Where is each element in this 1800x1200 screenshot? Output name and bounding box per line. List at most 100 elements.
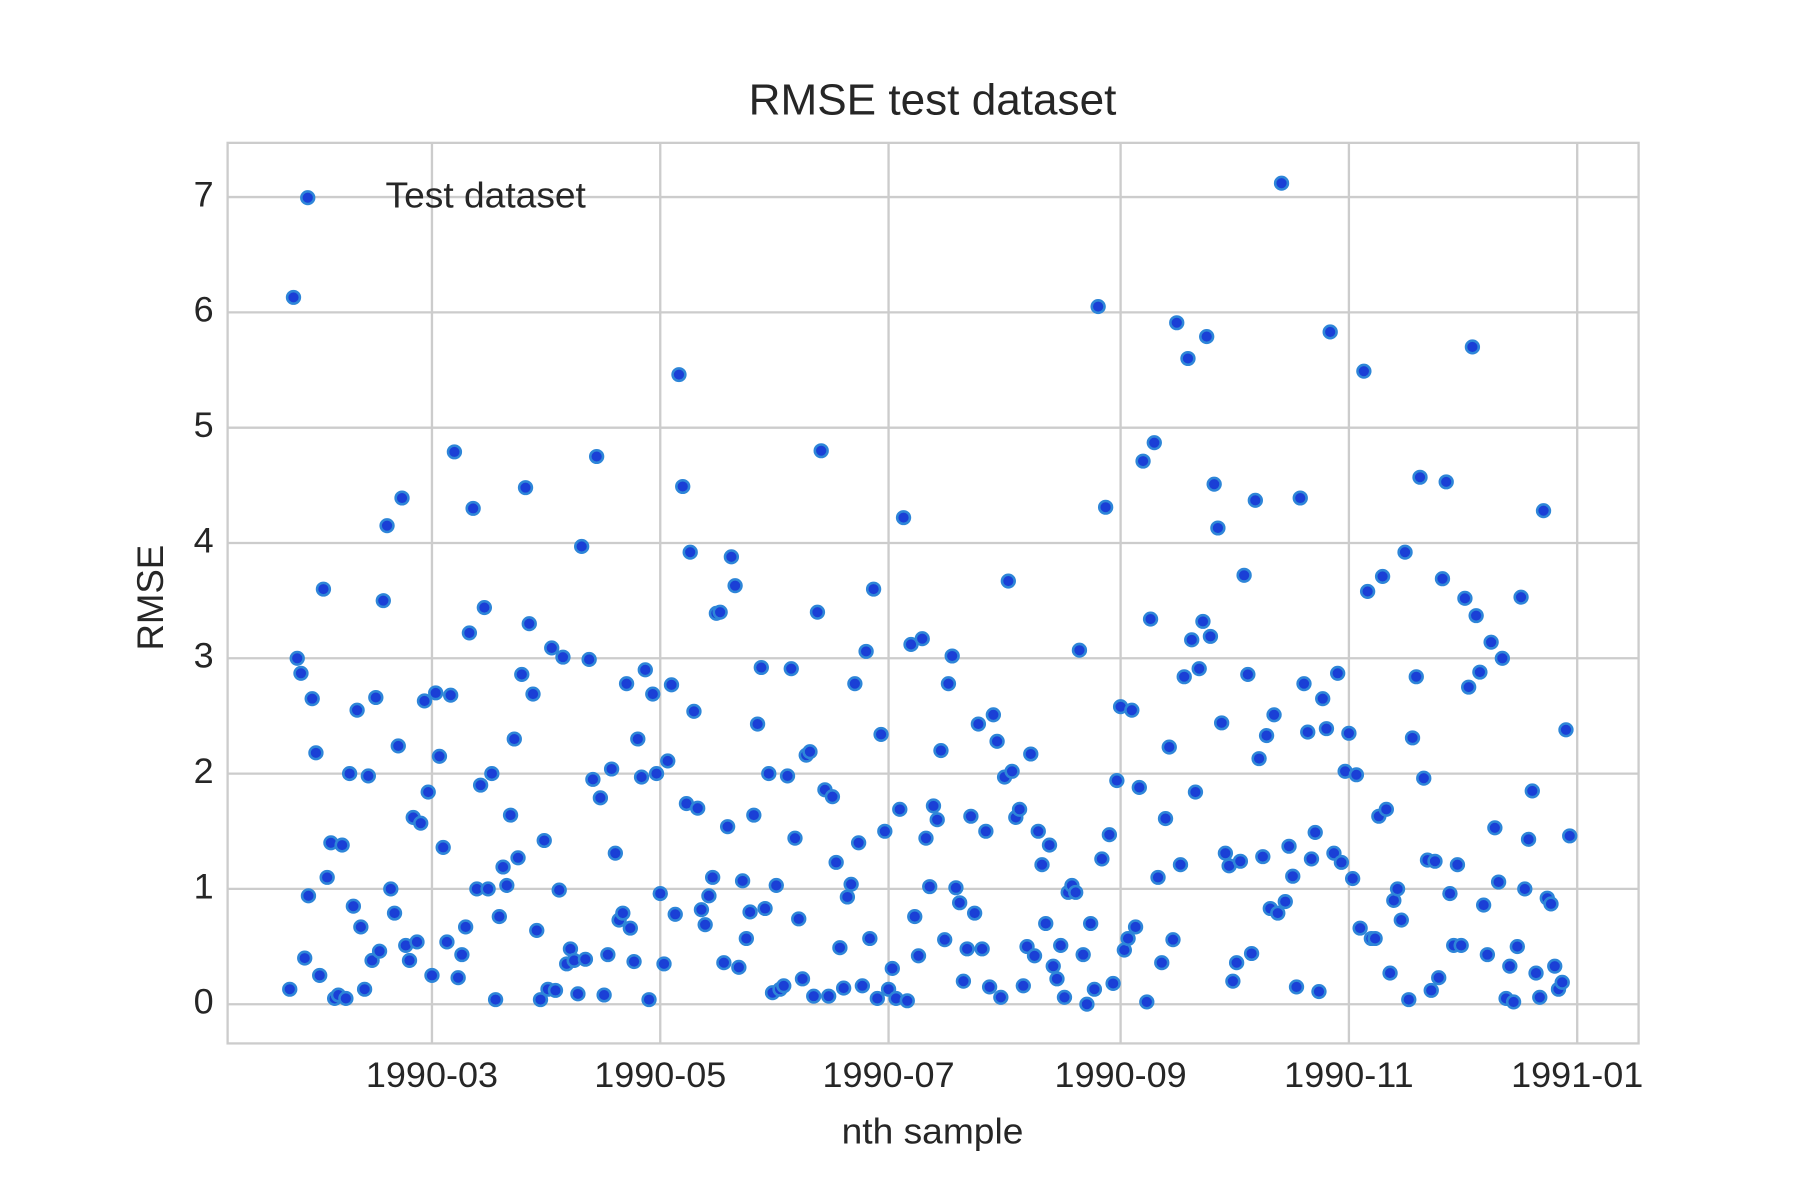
point [424, 967, 440, 983]
point [821, 988, 837, 1004]
point [1487, 820, 1503, 836]
point [1270, 905, 1286, 921]
point [1015, 978, 1031, 994]
point [832, 940, 848, 956]
point [375, 593, 391, 609]
y-tick-label: 2 [194, 751, 214, 791]
point [1142, 611, 1159, 627]
point [1228, 955, 1245, 971]
x-tick-label: 1990-11 [1284, 1055, 1413, 1095]
point [1348, 767, 1365, 783]
point [847, 676, 863, 692]
point [791, 911, 807, 927]
x-tick-label: 1990-09 [1055, 1055, 1187, 1095]
point [1558, 722, 1574, 738]
point [465, 500, 481, 516]
point [532, 992, 549, 1008]
point [963, 808, 979, 824]
point [1330, 665, 1346, 681]
point [1034, 857, 1050, 873]
point [925, 798, 942, 814]
point [716, 955, 732, 971]
point [1389, 881, 1406, 897]
point [1079, 996, 1095, 1012]
y-tick-label: 7 [194, 175, 214, 215]
y-tick-label: 1 [194, 867, 214, 907]
point [1397, 544, 1413, 560]
point [630, 731, 646, 747]
point [652, 885, 668, 902]
point [282, 981, 298, 997]
point [626, 954, 642, 970]
point [551, 882, 567, 898]
point [697, 917, 713, 933]
point [1094, 851, 1110, 867]
point [1464, 339, 1481, 355]
point [929, 812, 945, 828]
point [1243, 945, 1260, 962]
point [349, 702, 365, 718]
point [1524, 783, 1540, 799]
point [1517, 881, 1533, 897]
point [712, 604, 728, 620]
point [1004, 763, 1020, 779]
point [877, 823, 893, 839]
point [719, 819, 736, 835]
point [746, 807, 762, 823]
point [480, 881, 496, 897]
point [1475, 897, 1492, 913]
point [843, 876, 859, 892]
legend-marker [300, 190, 316, 206]
point [476, 600, 493, 616]
point [1505, 994, 1522, 1010]
point [656, 956, 672, 972]
point [749, 716, 766, 732]
point [959, 941, 975, 957]
point [622, 920, 638, 936]
point [615, 905, 631, 921]
point [704, 869, 721, 885]
point [510, 850, 526, 866]
point [1195, 613, 1211, 629]
point [1543, 896, 1559, 912]
point [1075, 947, 1091, 963]
point [873, 726, 889, 742]
point [446, 444, 463, 460]
point [607, 845, 624, 861]
point [338, 990, 354, 1007]
point [693, 902, 710, 918]
point [409, 934, 425, 950]
point [1315, 691, 1331, 707]
x-tick-label: 1990-03 [366, 1055, 498, 1095]
point [633, 769, 650, 785]
point [297, 950, 313, 966]
point [1532, 989, 1548, 1005]
y-axis-label: RMSE [130, 545, 171, 651]
point [1240, 666, 1256, 682]
point [918, 830, 934, 846]
point [723, 549, 740, 565]
y-tick-label: 5 [194, 405, 214, 445]
point [731, 959, 747, 975]
point [1442, 885, 1458, 902]
point [914, 631, 930, 647]
point [1000, 573, 1016, 589]
point [1412, 469, 1428, 485]
point [783, 661, 799, 677]
point [401, 952, 418, 968]
point [663, 677, 680, 693]
point [850, 835, 867, 851]
point [1528, 965, 1544, 981]
point [300, 888, 317, 904]
point [1109, 772, 1125, 789]
point [1255, 849, 1271, 865]
point [1191, 661, 1207, 677]
point [360, 768, 376, 784]
point [319, 869, 335, 885]
point [1296, 676, 1312, 692]
point [858, 643, 874, 659]
point [592, 790, 609, 806]
point [334, 837, 350, 853]
point [922, 879, 938, 895]
